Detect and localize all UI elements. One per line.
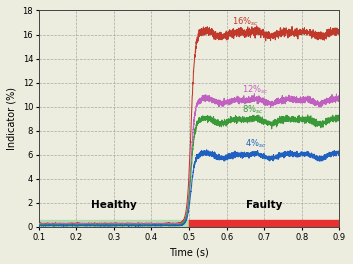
X-axis label: Time (s): Time (s) [169,247,209,257]
Text: Faulty: Faulty [246,200,282,210]
Text: 16%$_{sc}$: 16%$_{sc}$ [232,16,259,28]
Text: 8%$_{sc}$: 8%$_{sc}$ [242,103,263,116]
Text: 4%$_{sc}$: 4%$_{sc}$ [245,138,267,150]
Bar [39,220,189,227]
Text: Healthy: Healthy [91,200,137,210]
Y-axis label: Indicator (%): Indicator (%) [7,87,17,150]
Bar [189,220,340,227]
Text: 12%$_{sc}$: 12%$_{sc}$ [242,83,269,96]
